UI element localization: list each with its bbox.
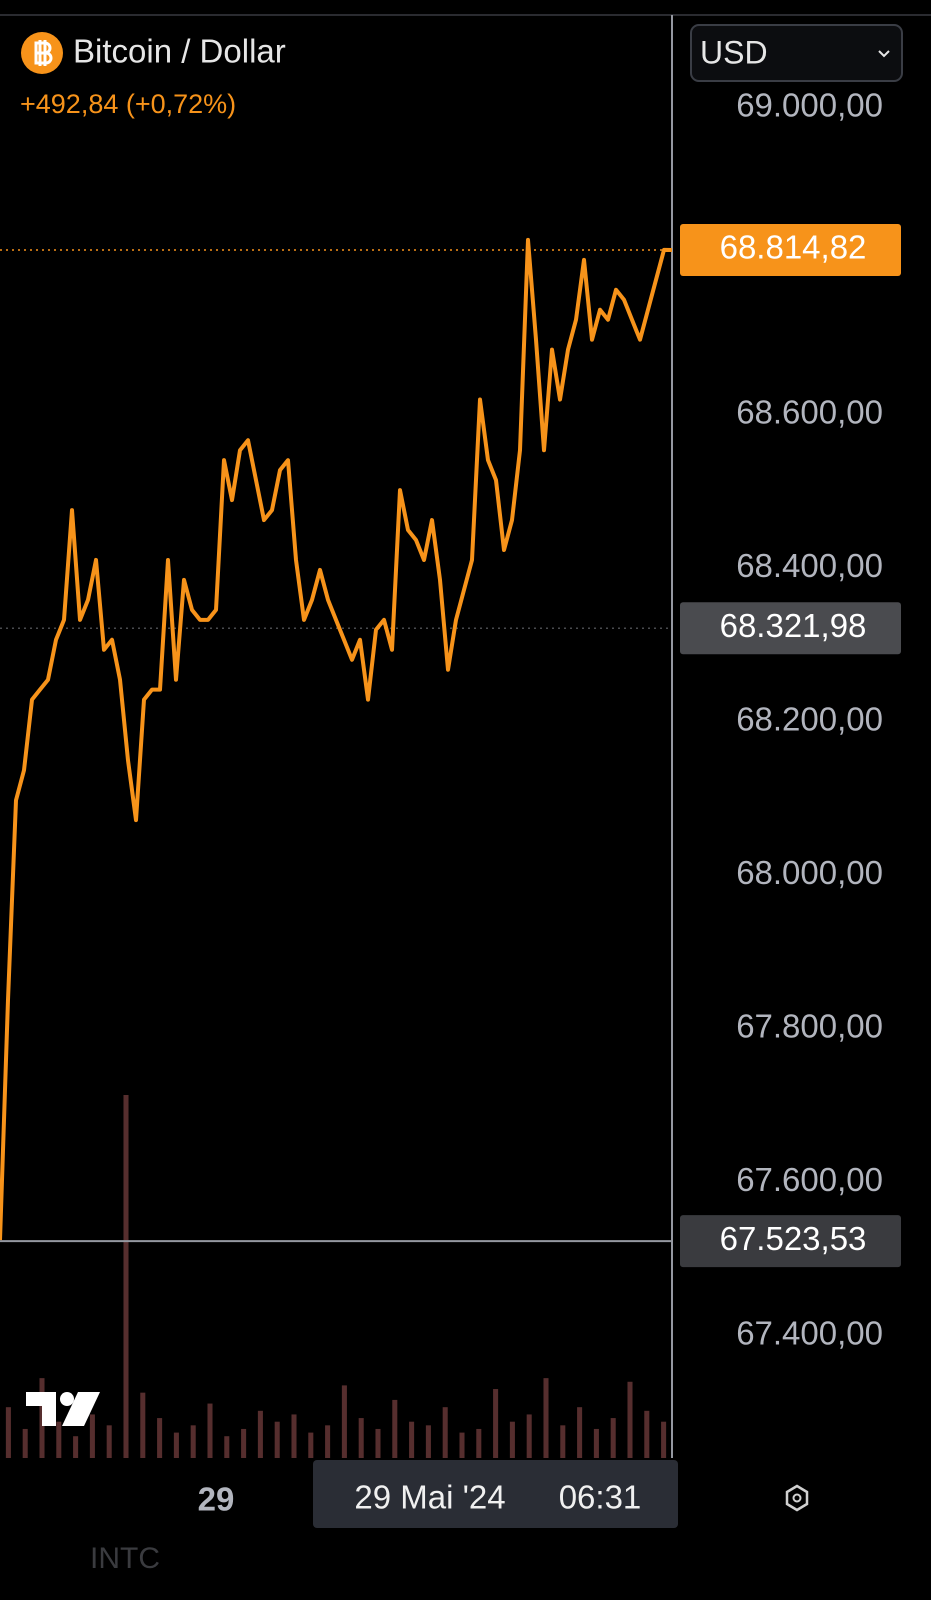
volume-bar [526, 1414, 532, 1458]
logo-part [26, 1392, 56, 1426]
volume-bar [509, 1421, 515, 1458]
volume-bar [644, 1410, 650, 1458]
volume-bar [476, 1428, 482, 1458]
volume-bar [409, 1421, 415, 1458]
volume-bar [442, 1407, 448, 1458]
volume-bar [106, 1425, 112, 1458]
price-label-box [680, 602, 901, 655]
footer-ticker: INTC [90, 1542, 160, 1575]
crosshair-date: 29 Mai '24 [354, 1479, 505, 1516]
volume-bar [610, 1418, 616, 1458]
volume-bar [661, 1421, 667, 1458]
y-tick-label: 67.600,00 [736, 1161, 883, 1198]
settings-icon-center [792, 1493, 802, 1503]
plot-area [0, 237, 673, 1458]
tradingview-logo [26, 1392, 100, 1426]
volume-bar [577, 1407, 583, 1458]
volume-bar [224, 1436, 230, 1458]
volume-bar [73, 1436, 79, 1458]
volume-bar [207, 1403, 213, 1458]
logo-part [62, 1392, 100, 1426]
volume-bar [392, 1399, 398, 1458]
crosshair-time: 06:31 [559, 1479, 642, 1516]
y-tick-label: 68.000,00 [736, 854, 883, 891]
volume-bar [22, 1428, 28, 1458]
symbol-title: Bitcoin / Dollar [73, 33, 286, 70]
volume-bar [173, 1432, 179, 1458]
volume-bar [459, 1432, 465, 1458]
volume-bar [291, 1414, 297, 1458]
volume-bar [560, 1425, 566, 1458]
volume-bar [140, 1392, 146, 1458]
logo-part [60, 1392, 74, 1406]
y-tick-label: 68.200,00 [736, 701, 883, 738]
volume-bar [358, 1418, 364, 1458]
volume-bar [325, 1425, 331, 1458]
price-label-box [680, 224, 901, 277]
volume-bar [425, 1425, 431, 1458]
volume-bar [89, 1414, 95, 1458]
price-change: +492,84 (+0,72%) [20, 89, 236, 119]
dropdown-box[interactable] [690, 24, 903, 82]
volume-bar [56, 1421, 62, 1458]
volume-bar [123, 1095, 129, 1458]
settings-icon[interactable] [785, 1484, 809, 1512]
volume-bar [375, 1428, 381, 1458]
volume-bar [157, 1418, 163, 1458]
volume-bar [257, 1410, 263, 1458]
volume-bar [308, 1432, 314, 1458]
x-tick-label: 29 [198, 1481, 235, 1518]
price-label: 67.523,53 [720, 1220, 867, 1257]
price-label: 68.814,82 [720, 229, 867, 266]
symbol-icon [21, 32, 63, 74]
currency-label: USD [700, 34, 768, 70]
crosshair-date-box [313, 1460, 678, 1528]
bitcoin-glyph [34, 40, 53, 66]
volume-bar [627, 1381, 633, 1458]
volume-bar [190, 1425, 196, 1458]
chevron [878, 50, 890, 58]
volume-bar [593, 1428, 599, 1458]
volume-bar [274, 1421, 280, 1458]
volume-bar [341, 1385, 347, 1458]
volume-bar [241, 1428, 247, 1458]
y-tick-label: 68.400,00 [736, 547, 883, 584]
y-tick-label: 67.400,00 [736, 1315, 883, 1352]
currency-dropdown[interactable]: USD [690, 24, 903, 82]
y-tick-label: 68.600,00 [736, 394, 883, 431]
price-label-box [680, 1215, 901, 1268]
price-label: 68.321,98 [720, 607, 867, 644]
volume-bar [543, 1378, 549, 1458]
y-tick-label: 69.000,00 [736, 87, 883, 124]
volume-bar [493, 1389, 499, 1458]
y-tick-label: 67.800,00 [736, 1008, 883, 1045]
volume-bar [5, 1407, 11, 1458]
price-line-series [0, 237, 673, 1241]
